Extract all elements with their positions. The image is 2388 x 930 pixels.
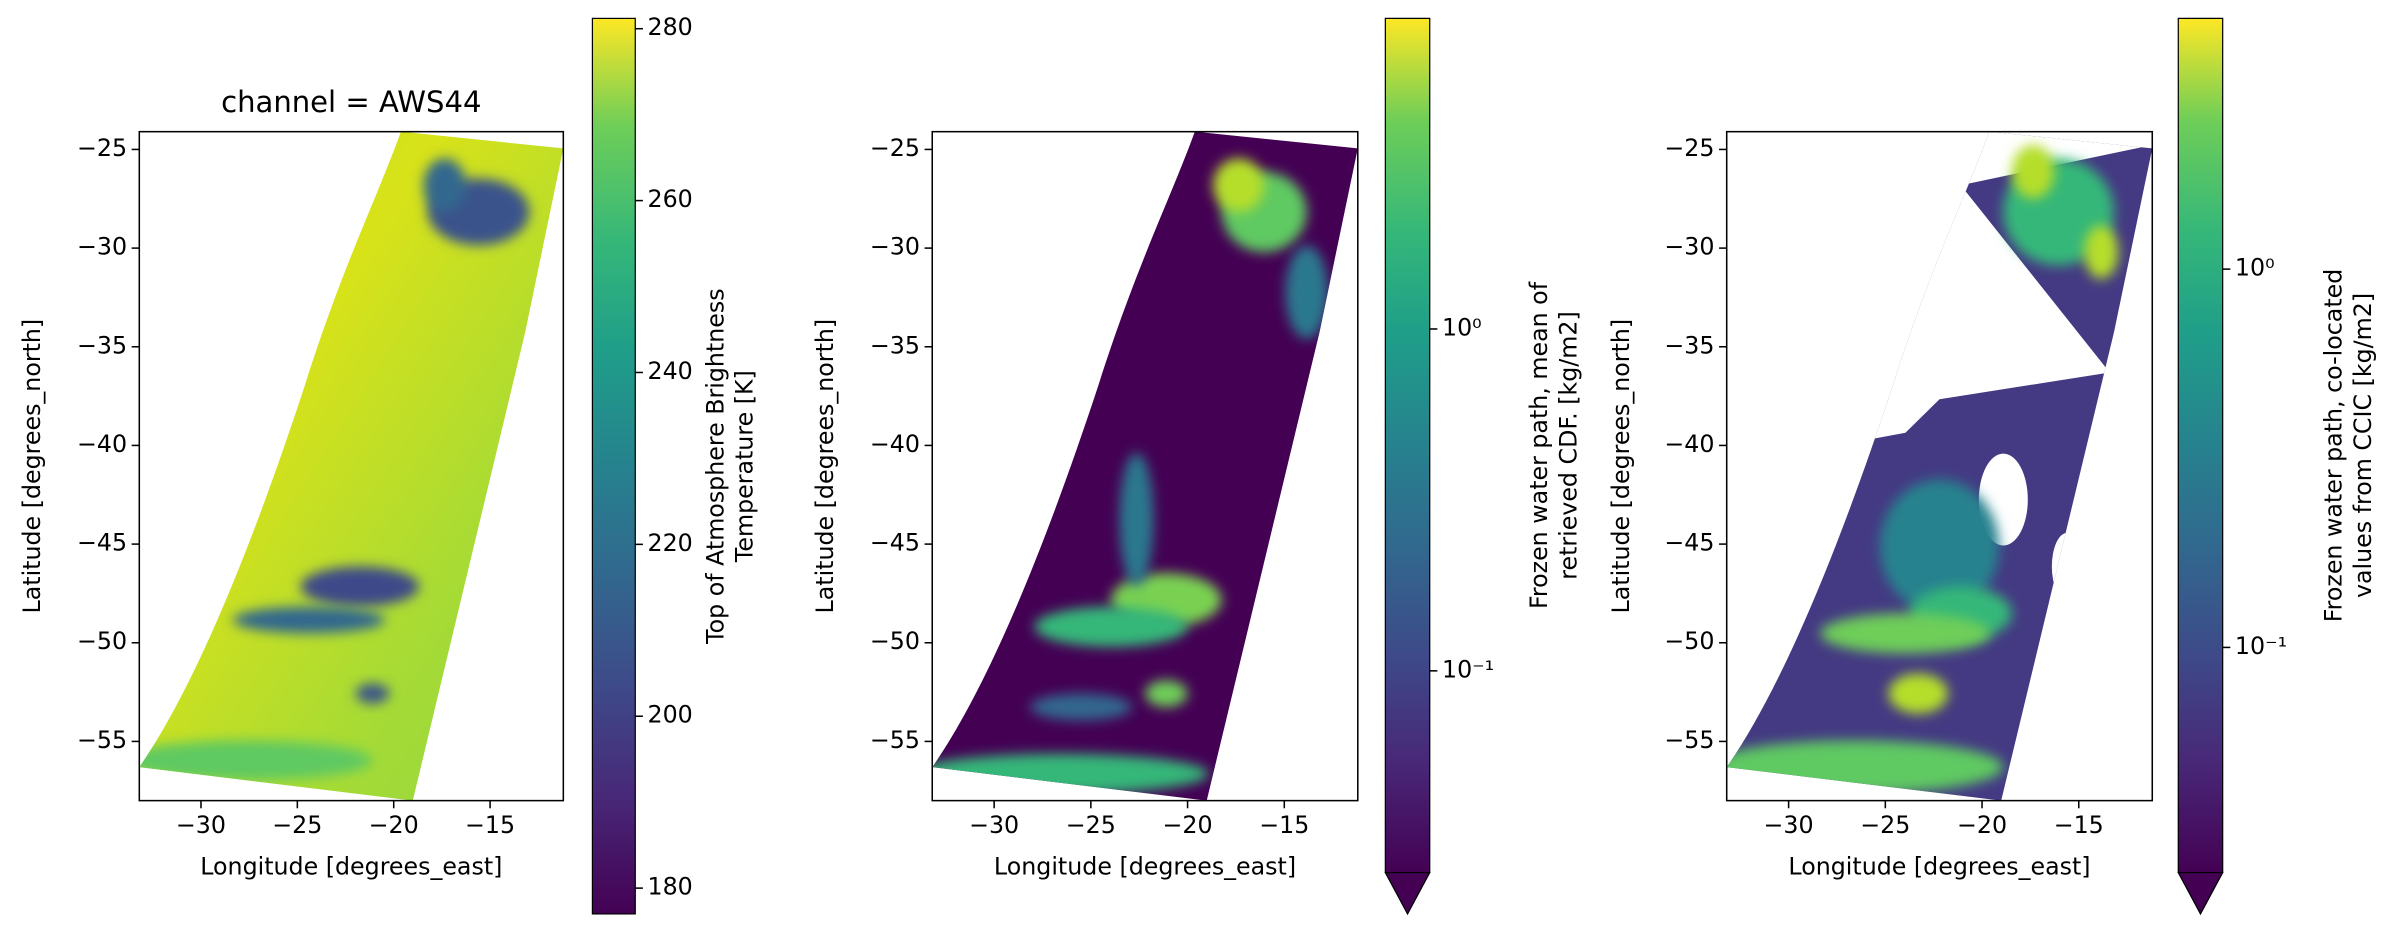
x-axis-label: Longitude [degrees_east] [994, 852, 1296, 880]
image-feature [2084, 225, 2119, 279]
image-feature [1119, 452, 1154, 587]
y-tick-label: −45 [1664, 529, 1714, 557]
x-tick-label: −15 [1259, 811, 1309, 839]
colorbar-tick-label: 240 [648, 357, 693, 385]
y-tick-label: −45 [870, 529, 920, 557]
image-feature [232, 606, 386, 634]
image-feature [1820, 613, 1991, 654]
y-axis-label: Latitude [degrees_north] [1607, 319, 1635, 614]
y-axis-label: Latitude [degrees_north] [811, 319, 839, 614]
map-image [932, 131, 1358, 801]
x-tick-label: −30 [1764, 811, 1814, 839]
y-tick-label: −50 [77, 627, 127, 655]
image-feature [1888, 673, 1948, 714]
colorbar-tick-label: 200 [648, 701, 693, 729]
colorbar-label: Temperature [K] [731, 370, 759, 563]
panel: −30 −25 −20 −15 −25 −30 −35 −40 −45 −50 −55 Longitu… [1607, 17, 2377, 916]
image-feature [139, 740, 373, 781]
colorbar-frame [2177, 17, 2224, 873]
image-feature [2011, 145, 2055, 199]
axes-frame [138, 130, 565, 802]
map-image [1726, 131, 2153, 801]
y-tick-label: −25 [870, 134, 920, 162]
map-image [139, 131, 564, 801]
colorbar-tick-label: 220 [648, 529, 693, 557]
image-feature [1213, 158, 1265, 212]
colorbar-tick-label: 10⁰ [1442, 313, 1482, 341]
y-tick-label: −35 [77, 331, 127, 359]
colorbar-tick-label: 10⁻¹ [2235, 632, 2287, 660]
x-tick-label: −20 [1163, 811, 1213, 839]
colorbar-label: Top of Atmosphere Brightness [702, 288, 730, 644]
colorbar-tick-label: 280 [648, 13, 693, 41]
x-tick-label: −20 [369, 811, 419, 839]
image-feature [1145, 680, 1188, 707]
image-feature [355, 683, 390, 704]
x-axis-label: Longitude [degrees_east] [200, 852, 502, 880]
image-feature [1030, 693, 1133, 721]
colorbar-label: Frozen water path, co-located [2320, 269, 2348, 623]
colorbar-tick-label: 260 [648, 185, 693, 213]
image-feature [300, 566, 420, 607]
x-tick-label: −25 [272, 811, 322, 839]
x-tick-label: −25 [1860, 811, 1910, 839]
panel: −30 −25 −20 −15 −25 −30 −35 −40 −45 −50 −55 Longitu… [811, 17, 1582, 916]
x-tick-label: −15 [465, 811, 515, 839]
x-tick-label: −15 [2054, 811, 2104, 839]
colorbar [1385, 18, 1430, 873]
y-tick-label: −40 [77, 430, 127, 458]
image-feature [932, 753, 1209, 794]
y-tick-label: −55 [1664, 726, 1714, 754]
colorbar [592, 18, 636, 914]
colorbar-extend [2177, 871, 2224, 916]
image-feature [1879, 479, 2000, 614]
image-feature [1285, 245, 1329, 340]
y-tick-label: −50 [1664, 627, 1714, 655]
colorbar [2178, 18, 2223, 873]
y-tick-label: −45 [77, 529, 127, 557]
chart-title: channel = AWS44 [221, 85, 481, 119]
x-tick-label: −25 [1066, 811, 1116, 839]
colorbar-label: retrieved CDF. [kg/m2] [1554, 311, 1582, 580]
y-tick-label: −30 [77, 233, 127, 261]
colorbar-frame [1384, 17, 1431, 873]
colorbar-extend [1384, 871, 1431, 916]
image-feature [1726, 740, 2004, 794]
y-tick-label: −30 [1664, 233, 1714, 261]
y-tick-label: −25 [1664, 134, 1714, 162]
colorbar-label: Frozen water path, mean of [1525, 281, 1553, 609]
x-axis-label: Longitude [degrees_east] [1788, 852, 2090, 880]
image-feature [423, 158, 466, 212]
y-tick-label: −40 [870, 430, 920, 458]
y-tick-label: −30 [870, 233, 920, 261]
colorbar-tick-label: 10⁻¹ [1442, 655, 1494, 683]
axes-frame [1725, 130, 2154, 802]
x-tick-label: −30 [176, 811, 226, 839]
panel: −30 −25 −20 −15 −25 −30 −35 −40 −45 −50 −55 Longitu… [18, 13, 759, 915]
axes-frame [931, 130, 1359, 802]
x-tick-label: −20 [1957, 811, 2007, 839]
y-tick-label: −35 [870, 331, 920, 359]
x-tick-label: −30 [969, 811, 1019, 839]
colorbar-label: values from CCIC [kg/m2] [2349, 293, 2377, 598]
colorbar-tick-label: 10⁰ [2235, 254, 2275, 282]
y-tick-label: −55 [870, 726, 920, 754]
no-data [2051, 532, 2083, 601]
y-tick-label: −50 [870, 627, 920, 655]
colorbar-frame [591, 17, 636, 915]
colorbar-tick-label: 180 [648, 873, 693, 901]
y-tick-label: −55 [77, 726, 127, 754]
y-tick-label: −25 [77, 134, 127, 162]
y-tick-label: −40 [1664, 430, 1714, 458]
y-tick-label: −35 [1664, 331, 1714, 359]
y-axis-label: Latitude [degrees_north] [18, 319, 46, 614]
image-feature [1034, 606, 1188, 647]
